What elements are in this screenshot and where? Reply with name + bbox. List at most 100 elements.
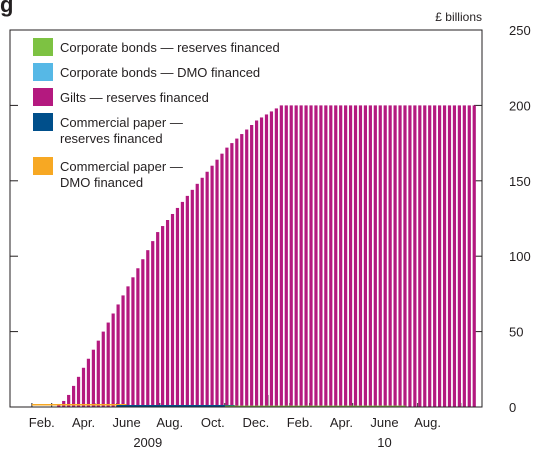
bar xyxy=(71,385,76,407)
x-year-label: 2009 xyxy=(133,435,162,450)
bar xyxy=(101,331,105,407)
bar xyxy=(442,105,447,408)
legend-swatch xyxy=(33,38,53,56)
bar xyxy=(368,105,372,408)
bar xyxy=(116,304,120,407)
bar xyxy=(299,105,303,408)
bar xyxy=(393,105,397,408)
bar xyxy=(294,105,298,408)
chart-title-fragment: g xyxy=(0,0,13,17)
bar xyxy=(457,105,461,408)
y-tick-label: 0 xyxy=(509,400,516,415)
x-tick-label: Aug. xyxy=(414,415,441,430)
bar xyxy=(353,105,358,408)
x-tick-label: Apr. xyxy=(330,415,353,430)
bar xyxy=(324,105,328,408)
bar xyxy=(180,201,185,407)
y-tick-label: 200 xyxy=(509,98,531,113)
bar xyxy=(438,105,442,408)
legend-label: Corporate bonds — DMO financed xyxy=(60,65,260,80)
bar xyxy=(279,105,283,408)
bar xyxy=(76,376,81,407)
bar xyxy=(319,105,323,408)
y-tick-label: 250 xyxy=(509,23,531,38)
bar xyxy=(81,367,86,407)
bar xyxy=(334,105,338,408)
bar xyxy=(190,189,194,407)
legend: Corporate bonds — reserves financed Corpo… xyxy=(33,38,280,190)
bar xyxy=(111,313,115,407)
bar xyxy=(403,105,407,408)
y-tick-labels: 0 50 100 150 200 250 xyxy=(509,23,531,415)
bar xyxy=(418,105,422,408)
bar xyxy=(383,105,387,408)
bar xyxy=(428,105,432,408)
bar xyxy=(141,259,145,407)
bar xyxy=(447,105,452,408)
bar xyxy=(264,114,269,407)
bar xyxy=(284,105,288,408)
legend-swatch xyxy=(33,63,53,81)
legend-swatch xyxy=(33,113,53,131)
bar xyxy=(235,138,239,407)
bar xyxy=(289,105,293,408)
y-tick-label: 50 xyxy=(509,325,523,340)
bar xyxy=(195,183,199,407)
plot-frame xyxy=(9,29,483,408)
bar xyxy=(106,322,110,407)
y-tick-label: 150 xyxy=(509,174,531,189)
bar xyxy=(86,358,91,407)
bottom-lines xyxy=(31,403,406,408)
bar xyxy=(156,232,160,407)
bar xyxy=(165,220,170,407)
bar xyxy=(215,159,219,407)
bar xyxy=(467,105,471,408)
bar xyxy=(388,105,392,408)
bar xyxy=(348,105,353,408)
bar xyxy=(200,177,204,407)
legend-label: Commercial paper — xyxy=(60,159,183,174)
bar xyxy=(462,105,466,408)
x-year-label: 10 xyxy=(377,435,391,450)
x-tick-label: Oct. xyxy=(201,415,225,430)
bar xyxy=(309,105,313,408)
bar xyxy=(185,195,189,407)
legend-label: Gilts — reserves financed xyxy=(60,90,209,105)
bars xyxy=(57,105,476,408)
legend-swatch xyxy=(33,157,53,175)
bar xyxy=(314,105,318,408)
bar xyxy=(121,295,125,407)
x-tick-label: Apr. xyxy=(72,415,95,430)
bar xyxy=(398,105,402,408)
bar xyxy=(210,165,214,407)
bar xyxy=(91,349,95,407)
bar xyxy=(433,105,437,408)
bar xyxy=(67,394,71,407)
bar xyxy=(146,250,150,407)
bar xyxy=(452,105,457,408)
bar xyxy=(413,105,417,408)
bar xyxy=(170,213,175,407)
x-tick-label: June xyxy=(112,415,140,430)
bar xyxy=(472,105,476,408)
bar xyxy=(255,120,259,407)
bar xyxy=(136,268,140,407)
bar xyxy=(225,147,229,407)
unit-label: £ billions xyxy=(435,10,482,24)
bar xyxy=(175,207,180,407)
legend-label: Commercial paper — xyxy=(60,115,183,130)
bar xyxy=(240,134,244,408)
x-tick-labels: Feb. Apr. June Aug. Oct. Dec. Feb. Apr. June Aug.… xyxy=(29,415,441,450)
bar xyxy=(363,105,368,408)
x-tick-label: Dec. xyxy=(243,415,270,430)
bar xyxy=(161,226,165,407)
bar xyxy=(329,105,333,408)
bar xyxy=(245,129,249,407)
bar xyxy=(274,108,278,408)
x-tick-label: June xyxy=(370,415,398,430)
bar xyxy=(131,277,135,407)
bar xyxy=(230,143,234,407)
bar xyxy=(220,153,224,407)
bar xyxy=(378,105,382,408)
